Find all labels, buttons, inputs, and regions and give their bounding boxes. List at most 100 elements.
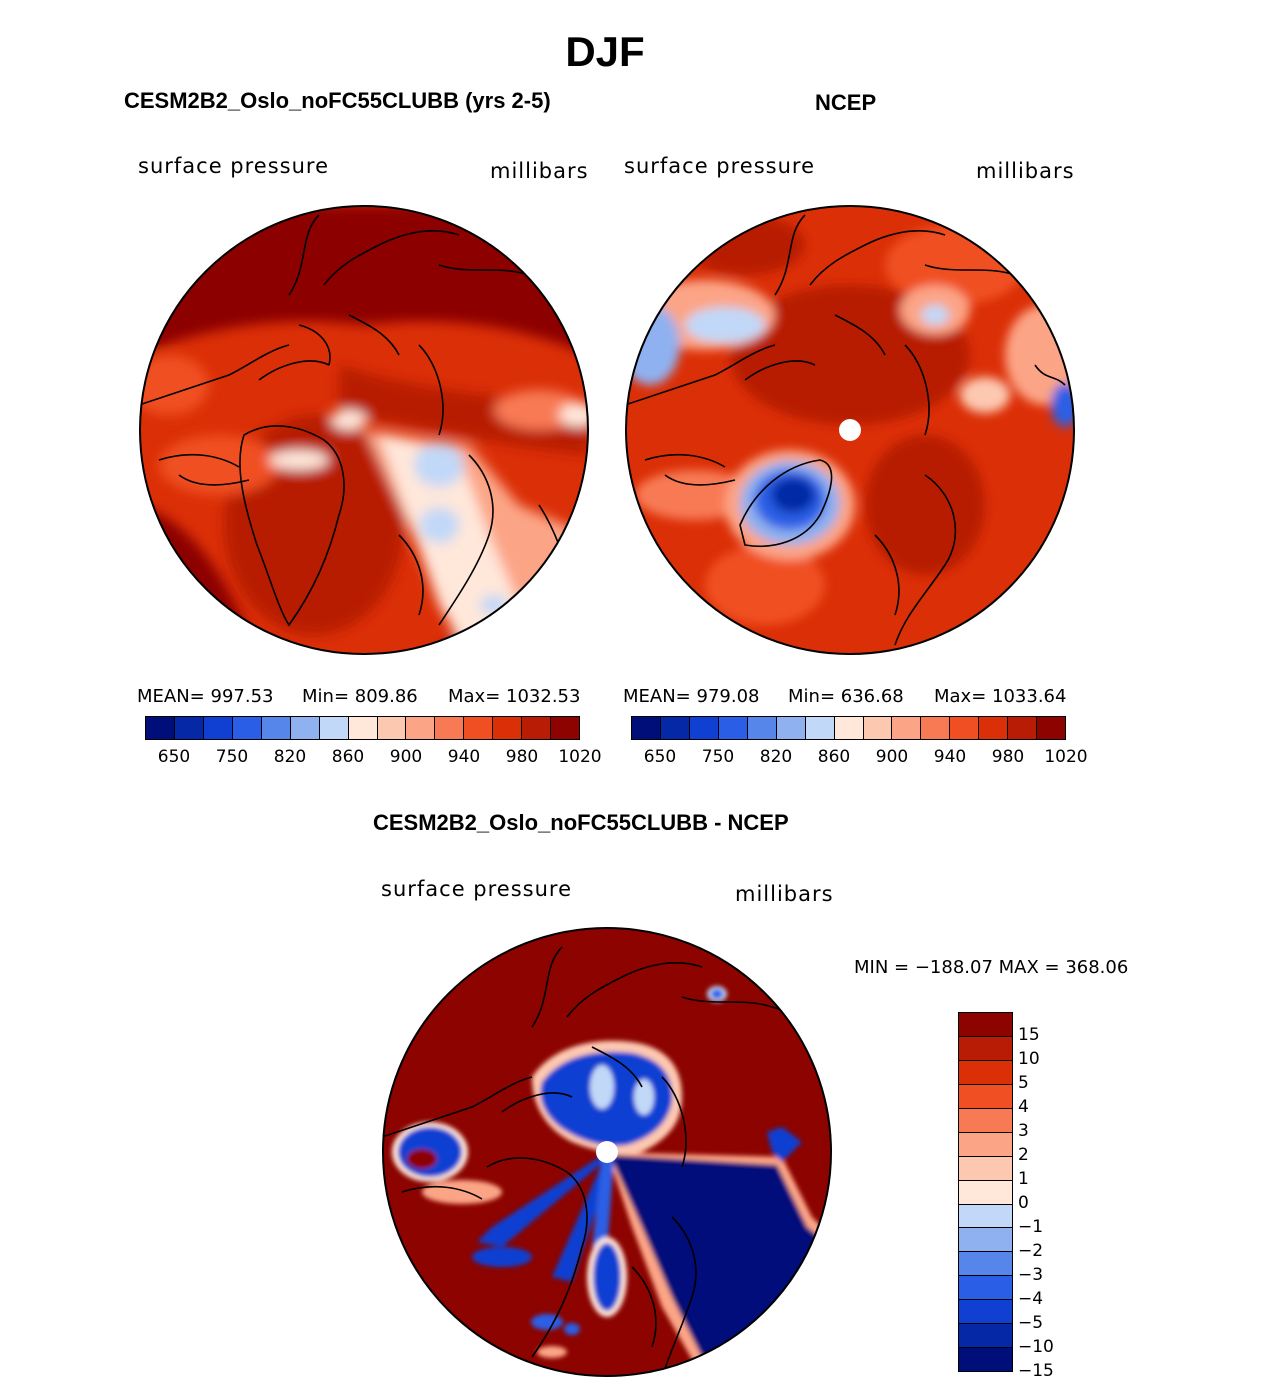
panel-3-colorbar-tick-label: 0 xyxy=(1018,1193,1029,1213)
panel-3-colorbar-tick-label: 4 xyxy=(1018,1097,1029,1117)
panel-2-colorbar-swatch-13 xyxy=(1008,717,1038,739)
panel-1-colorbar-swatch-10 xyxy=(435,717,465,739)
panel-2-mean: MEAN= 979.08 xyxy=(623,686,760,707)
panel-2-colorbar-swatch-10 xyxy=(921,717,951,739)
panel-3-colorbar-tick-label: −1 xyxy=(1018,1217,1044,1237)
panel-1-min: Min= 809.86 xyxy=(302,686,418,707)
panel-2-colorbar-tick-label: 900 xyxy=(875,747,909,767)
panel-3-variable-label: surface pressure xyxy=(381,877,572,901)
panel-1-colorbar-swatch-1 xyxy=(174,717,204,739)
panel-1-colorbar-swatch-7 xyxy=(348,717,378,739)
panel-1-colorbar xyxy=(145,716,580,740)
panel-3-colorbar-ticks: 15 10 5 4 3 2 1 0 −1 −2 −3 −4 −5 −10 −15 xyxy=(1018,1012,1078,1381)
panel-2-colorbar xyxy=(631,716,1066,740)
panel-1-colorbar-tick-label: 900 xyxy=(389,747,423,767)
panel-3-colorbar-tick-label: −5 xyxy=(1018,1313,1044,1333)
panel-3-colorbar xyxy=(958,1012,1013,1372)
panel-3-colorbar-tick-label: 1 xyxy=(1018,1169,1029,1189)
panel-2-colorbar-swatch-12 xyxy=(979,717,1009,739)
panel-3-title: CESM2B2_Oslo_noFC55CLUBB - NCEP xyxy=(373,810,789,835)
panel-2-colorbar-ticks: 650 750 820 860 900 940 980 1020 xyxy=(631,747,1088,769)
panel-1-colorbar-swatch-4 xyxy=(261,717,291,739)
panel-1-variable-label: surface pressure xyxy=(138,154,329,178)
panel-2-colorbar-swatch-5 xyxy=(776,717,806,739)
panel-1-colorbar-tick-label: 750 xyxy=(215,747,249,767)
panel-3-colorbar-tick-label: −15 xyxy=(1018,1361,1054,1381)
panel-3-colorbar-swatch-13 xyxy=(959,1324,1012,1349)
panel-2-colorbar-swatch-14 xyxy=(1037,717,1066,739)
panel-2-colorbar-tick-label: 940 xyxy=(933,747,967,767)
panel-2-colorbar-swatch-7 xyxy=(834,717,864,739)
panel-1-colorbar-swatch-3 xyxy=(232,717,262,739)
panel-1-colorbar-swatch-8 xyxy=(377,717,407,739)
panel-2-colorbar-swatch-11 xyxy=(950,717,980,739)
panel-3-colorbar-swatch-5 xyxy=(959,1132,1012,1157)
panel-3-colorbar-tick-label: −3 xyxy=(1018,1265,1044,1285)
panel-1-colorbar-swatch-11 xyxy=(464,717,494,739)
panel-2-variable-label: surface pressure xyxy=(624,154,815,178)
panel-1-colorbar-swatch-12 xyxy=(493,717,523,739)
panel-3-colorbar-tick-label: 2 xyxy=(1018,1145,1029,1165)
panel-1-colorbar-swatch-0 xyxy=(146,717,175,739)
panel-3-colorbar-swatch-10 xyxy=(959,1252,1012,1277)
panel-2-colorbar-swatch-9 xyxy=(892,717,922,739)
panel-1-colorbar-tick-label: 650 xyxy=(157,747,191,767)
panel-2-colorbar-tick-label: 860 xyxy=(817,747,851,767)
panel-2-colorbar-tick-label: 820 xyxy=(759,747,793,767)
panel-1-colorbar-swatch-13 xyxy=(522,717,552,739)
panel-3-colorbar-tick-label: −10 xyxy=(1018,1337,1054,1357)
panel-1-polar-map xyxy=(139,205,589,655)
panel-1-mean: MEAN= 997.53 xyxy=(137,686,274,707)
panel-3-colorbar-swatch-0 xyxy=(959,1013,1012,1037)
panel-1-colorbar-swatch-6 xyxy=(319,717,349,739)
panel-1-colorbar-swatch-9 xyxy=(406,717,436,739)
panel-3-units-label: millibars xyxy=(735,882,834,906)
panel-3-colorbar-tick-label: −4 xyxy=(1018,1289,1044,1309)
panel-3-colorbar-swatch-8 xyxy=(959,1204,1012,1229)
panel-3-colorbar-swatch-2 xyxy=(959,1060,1012,1085)
panel-2-min: Min= 636.68 xyxy=(788,686,904,707)
panel-3-colorbar-swatch-11 xyxy=(959,1276,1012,1301)
panel-1-max: Max= 1032.53 xyxy=(448,686,581,707)
panel-3-colorbar-swatch-3 xyxy=(959,1084,1012,1109)
panel-1-colorbar-swatch-2 xyxy=(203,717,233,739)
panel-1-colorbar-swatch-14 xyxy=(551,717,580,739)
panel-3-colorbar-tick-label: 15 xyxy=(1018,1025,1040,1045)
panel-1-title: CESM2B2_Oslo_noFC55CLUBB (yrs 2-5) xyxy=(124,88,551,113)
panel-1-units-label: millibars xyxy=(490,159,589,183)
panel-3-colorbar-tick-label: 3 xyxy=(1018,1121,1029,1141)
panel-3-colorbar-swatch-12 xyxy=(959,1300,1012,1325)
panel-2-colorbar-swatch-8 xyxy=(863,717,893,739)
panel-3-colorbar-tick-label: −2 xyxy=(1018,1241,1044,1261)
panel-2-colorbar-tick-label: 1020 xyxy=(1044,747,1088,767)
figure-title: DJF xyxy=(565,28,645,75)
panel-3-polar-map xyxy=(382,927,832,1377)
panel-3-colorbar-swatch-7 xyxy=(959,1180,1012,1205)
panel-3-colorbar-swatch-9 xyxy=(959,1228,1012,1253)
panel-2-units-label: millibars xyxy=(976,159,1075,183)
panel-2-colorbar-swatch-0 xyxy=(632,717,661,739)
panel-1-colorbar-tick-label: 860 xyxy=(331,747,365,767)
panel-1-colorbar-tick-label: 940 xyxy=(447,747,481,767)
panel-2-max: Max= 1033.64 xyxy=(934,686,1067,707)
panel-2-colorbar-swatch-4 xyxy=(747,717,777,739)
panel-2-colorbar-swatch-3 xyxy=(718,717,748,739)
panel-1-colorbar-ticks: 650 750 820 860 900 940 980 1020 xyxy=(145,747,602,769)
panel-3-colorbar-swatch-1 xyxy=(959,1036,1012,1061)
panel-1-colorbar-swatch-5 xyxy=(290,717,320,739)
panel-2-colorbar-swatch-1 xyxy=(660,717,690,739)
panel-2-colorbar-swatch-6 xyxy=(805,717,835,739)
panel-2-title: NCEP xyxy=(815,90,877,115)
panel-1-colorbar-tick-label: 980 xyxy=(505,747,539,767)
panel-1-colorbar-tick-label: 1020 xyxy=(558,747,602,767)
panel-3-colorbar-swatch-6 xyxy=(959,1156,1012,1181)
panel-2-colorbar-tick-label: 980 xyxy=(991,747,1025,767)
panel-3-colorbar-tick-label: 5 xyxy=(1018,1073,1029,1093)
panel-3-colorbar-swatch-14 xyxy=(959,1348,1012,1372)
panel-2-colorbar-tick-label: 650 xyxy=(643,747,677,767)
panel-1-colorbar-tick-label: 820 xyxy=(273,747,307,767)
panel-2-colorbar-tick-label: 750 xyxy=(701,747,735,767)
panel-3-min-max: MIN = −188.07 MAX = 368.06 xyxy=(854,957,1129,978)
panel-2-colorbar-swatch-2 xyxy=(689,717,719,739)
panel-2-polar-map xyxy=(625,205,1075,655)
